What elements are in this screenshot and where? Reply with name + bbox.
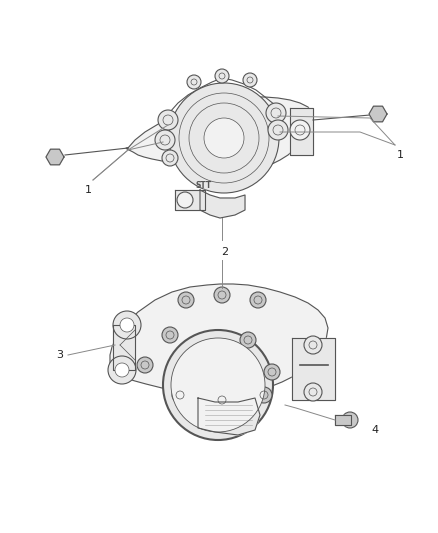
Circle shape [115,363,129,377]
Circle shape [266,103,286,123]
Circle shape [172,387,188,403]
Circle shape [113,311,141,339]
Text: STT: STT [196,181,212,190]
Circle shape [304,383,322,401]
Circle shape [215,69,229,83]
Circle shape [162,327,178,343]
Polygon shape [292,338,335,400]
Circle shape [137,357,153,373]
Polygon shape [175,190,205,210]
Circle shape [264,364,280,380]
Circle shape [268,120,288,140]
Circle shape [108,356,136,384]
Polygon shape [46,149,64,165]
Circle shape [187,75,201,89]
Polygon shape [113,325,135,370]
Circle shape [158,110,178,130]
Polygon shape [110,284,328,398]
Circle shape [214,287,230,303]
Text: 4: 4 [371,425,378,435]
Circle shape [155,130,175,150]
Circle shape [243,73,257,87]
Circle shape [177,192,193,208]
Circle shape [214,392,230,408]
Polygon shape [198,398,260,435]
Circle shape [204,118,244,158]
Circle shape [304,336,322,354]
Circle shape [178,292,194,308]
Polygon shape [369,106,387,122]
Circle shape [342,412,358,428]
Circle shape [250,292,266,308]
Circle shape [120,318,134,332]
Polygon shape [335,415,351,425]
Text: 2: 2 [222,247,229,257]
Polygon shape [126,97,312,170]
Circle shape [163,330,273,440]
Circle shape [256,387,272,403]
Circle shape [171,338,265,432]
Circle shape [290,120,310,140]
Circle shape [240,332,256,348]
Polygon shape [290,108,313,155]
Text: 3: 3 [57,350,64,360]
Text: 1: 1 [396,150,403,160]
Circle shape [162,150,178,166]
Polygon shape [200,190,245,218]
Circle shape [169,83,279,193]
Text: 1: 1 [85,185,92,195]
